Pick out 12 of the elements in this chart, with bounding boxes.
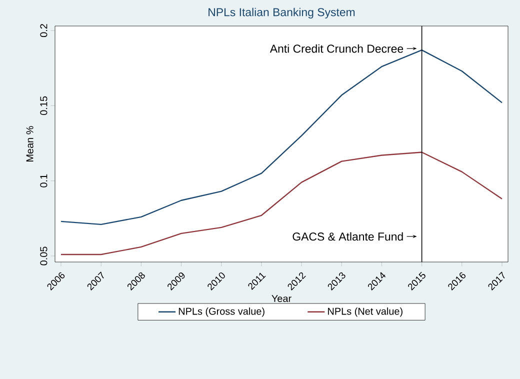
chart-title: NPLs Italian Banking System	[208, 8, 355, 18]
y-axis-title: Mean %	[26, 126, 34, 162]
legend-label: NPLs (Gross value)	[178, 307, 264, 317]
y-tick-label: 0.2	[40, 24, 48, 38]
annotation: Anti Credit Crunch Decree	[270, 44, 404, 53]
line-series	[60, 152, 503, 256]
y-tick-label: 0.15	[40, 96, 48, 115]
y-tick-label: 0.05	[40, 246, 48, 266]
annotation: GACS & Atlante Fund	[292, 232, 403, 241]
legend-label: NPLs (Net value)	[328, 307, 402, 317]
x-axis-title: Year	[272, 295, 292, 302]
y-tick-label: 0.1	[40, 174, 48, 188]
